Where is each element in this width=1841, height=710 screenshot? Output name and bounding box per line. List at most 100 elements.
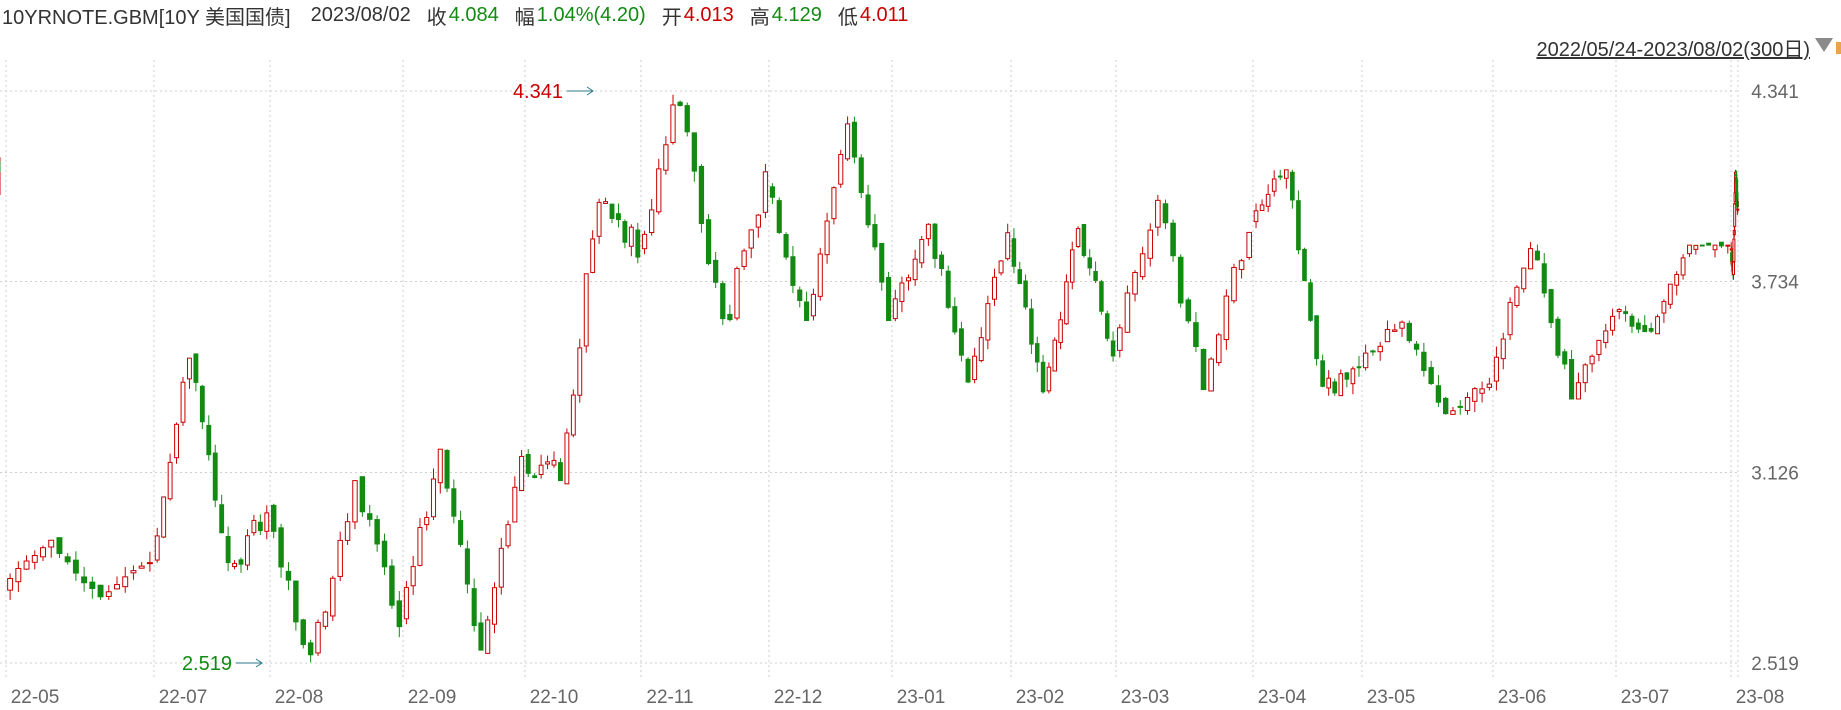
x-tick-label: 23-02 — [1016, 687, 1065, 708]
candle-down — [1320, 360, 1325, 387]
candle-down — [471, 588, 477, 626]
candle-up — [1253, 210, 1259, 223]
open-label: 开 — [661, 6, 682, 29]
x-tick-label: 22-12 — [774, 687, 823, 708]
candle-up — [1208, 358, 1214, 392]
candle-up — [430, 478, 437, 518]
candle-up — [1712, 244, 1718, 251]
candle-down — [1699, 244, 1705, 247]
candle-down — [1457, 405, 1463, 408]
candle-down — [1642, 325, 1648, 333]
dropdown-triangle-icon[interactable] — [1815, 38, 1833, 52]
candle-down — [872, 224, 878, 248]
candle-up — [114, 584, 120, 590]
candle-down — [1093, 270, 1098, 281]
candle-up — [998, 260, 1004, 274]
candle-up — [437, 448, 443, 484]
candle-down — [958, 328, 964, 356]
open-value: 4.013 — [683, 3, 734, 26]
candlestick-chart: 4.341 3.734 3.126 2.519 22-05 22-07 22-08 22-09… — [0, 60, 1841, 710]
candle-down — [939, 254, 945, 270]
high-value: 4.129 — [771, 3, 822, 26]
date-range-selector[interactable]: 2022/05/24-2023/08/02(300日) — [1536, 39, 1810, 61]
x-tick-label: 23-08 — [1736, 687, 1785, 708]
candle-up — [1596, 339, 1602, 355]
low-value: 4.011 — [859, 3, 909, 26]
candle-up — [232, 562, 237, 568]
candle-down — [1635, 322, 1641, 330]
grid-lines — [0, 60, 1739, 680]
candle-down — [865, 194, 871, 226]
candle-down — [932, 223, 938, 259]
candle-up — [538, 464, 544, 476]
candle-up — [838, 153, 844, 185]
candle-up — [1362, 352, 1369, 369]
candle-up — [1589, 355, 1595, 365]
candle-up — [146, 562, 153, 565]
candle-up — [1139, 253, 1146, 278]
x-tick-label: 22-07 — [159, 687, 208, 708]
symbol-name: 10YRNOTE.GBM[10Y 美国国债] — [2, 6, 291, 29]
candle-down — [616, 213, 621, 221]
candle-up — [831, 187, 837, 220]
candle-up — [180, 381, 186, 423]
candle-down — [238, 559, 244, 565]
candle-up — [972, 355, 978, 381]
candle-up — [1610, 315, 1616, 331]
candle-up — [1283, 169, 1289, 179]
candle-up — [1384, 329, 1391, 343]
candle-down — [705, 219, 712, 265]
candle-down — [1302, 248, 1307, 282]
period-low-label: 2.519 — [182, 653, 232, 675]
candle-up — [1070, 249, 1075, 283]
candle-up — [161, 496, 167, 538]
candle-down — [1370, 350, 1376, 353]
candle-up — [845, 123, 851, 160]
x-tick-label: 23-04 — [1258, 687, 1307, 708]
candle-up — [105, 591, 112, 597]
candle-down — [1185, 299, 1192, 322]
candle-up — [649, 209, 655, 234]
candle-up — [1064, 281, 1069, 325]
candle-up — [410, 566, 416, 587]
candle-down — [1569, 359, 1575, 400]
annotation-arrowhead — [586, 86, 594, 96]
candle-down — [965, 358, 971, 383]
candle-up — [1464, 396, 1471, 412]
candle-down — [367, 513, 373, 520]
candle-up — [1132, 272, 1138, 295]
candle-down — [945, 270, 951, 308]
candle-down — [1110, 340, 1116, 357]
candle-up — [583, 273, 589, 347]
candle-up — [1223, 295, 1230, 341]
candle-up — [130, 570, 137, 574]
candle-up — [330, 577, 336, 617]
candle-down — [677, 101, 683, 106]
candle-down — [1534, 250, 1540, 261]
candle-down — [1099, 281, 1104, 312]
close-value: 4.084 — [448, 3, 499, 26]
candle-down — [727, 313, 733, 321]
candle-down — [451, 488, 457, 517]
x-tick-label: 23-05 — [1367, 687, 1416, 708]
candle-up — [1450, 410, 1456, 415]
candle-down — [81, 576, 88, 584]
candle-up — [352, 480, 358, 523]
candle-up — [919, 239, 925, 264]
candle-down — [1308, 282, 1313, 321]
candle-down — [776, 200, 782, 233]
candle-down — [396, 600, 403, 628]
candle-down — [1087, 257, 1092, 269]
candle-down — [300, 619, 306, 645]
candle-up — [174, 423, 179, 459]
candle-down — [532, 475, 538, 478]
candle-up — [1479, 388, 1485, 394]
candle-up — [245, 535, 250, 566]
candle-down — [381, 540, 388, 568]
candle-up — [519, 455, 525, 491]
panel-edge-marker — [1836, 42, 1841, 54]
candle-down — [1277, 175, 1283, 178]
candle-down — [193, 353, 199, 383]
candle-up — [1693, 244, 1699, 250]
candle-down — [1344, 372, 1350, 380]
